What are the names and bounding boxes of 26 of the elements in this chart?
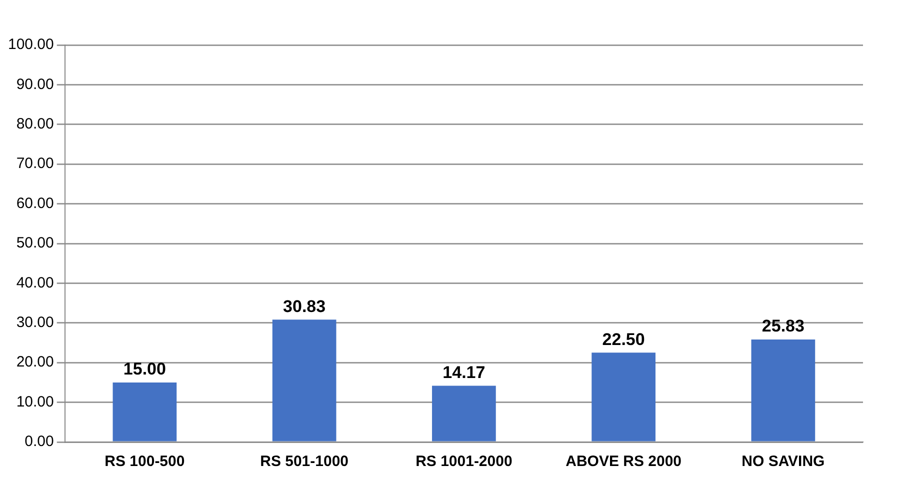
data-label: 14.17 [442, 362, 486, 382]
y-tick-label: 80.00 [16, 116, 54, 133]
bar [272, 320, 336, 442]
y-tick-label: 60.00 [16, 194, 54, 212]
y-tick-label: 20.00 [16, 354, 54, 371]
y-tick-label: 90.00 [16, 76, 54, 93]
data-label: 25.83 [762, 316, 804, 336]
x-tick-label: RS 501-1000 [260, 453, 349, 470]
x-tick-label: NO SAVING [742, 453, 825, 470]
y-tick-label: 10.00 [16, 393, 54, 410]
y-tick-label: 50.00 [16, 234, 54, 252]
bar [592, 352, 656, 442]
x-tick-label: RS 100-500 [104, 453, 185, 470]
y-tick-label: 30.00 [16, 314, 54, 332]
y-tick-label: 100.00 [8, 36, 54, 54]
y-tick-label: 0.00 [24, 433, 54, 450]
x-tick-label: ABOVE RS 2000 [566, 453, 682, 470]
bar [112, 382, 177, 442]
y-tick-label: 70.00 [16, 155, 54, 172]
data-label: 22.50 [602, 330, 645, 349]
data-label: 30.83 [283, 296, 326, 316]
bar [751, 339, 816, 442]
x-tick-label: RS 1001-2000 [416, 453, 512, 470]
data-label: 15.00 [123, 360, 166, 379]
y-tick-label: 40.00 [16, 274, 54, 292]
bar [432, 386, 496, 442]
